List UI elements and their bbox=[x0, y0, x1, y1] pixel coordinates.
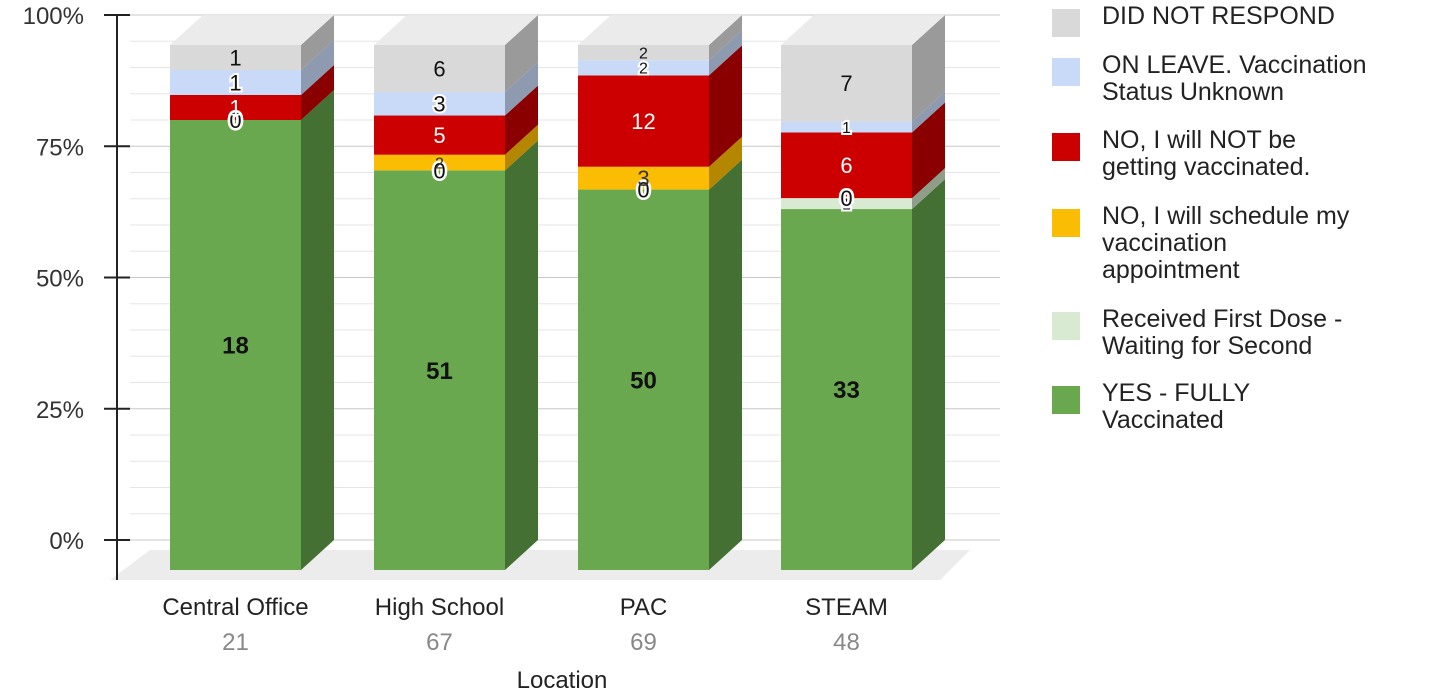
data-label: 7 bbox=[840, 71, 852, 96]
legend-swatch bbox=[1052, 9, 1080, 37]
x-category-label: High School bbox=[375, 594, 504, 621]
bar-segment-side bbox=[709, 45, 742, 167]
bar-segment-side bbox=[912, 91, 945, 133]
bar-segment-side bbox=[505, 62, 538, 116]
plot-floor bbox=[110, 550, 970, 580]
y-tick-label: 75% bbox=[36, 134, 84, 161]
x-axis-title: Location bbox=[517, 667, 608, 694]
data-label: 2 bbox=[639, 61, 648, 78]
data-label: 0 bbox=[637, 177, 649, 202]
bar-segment-side bbox=[912, 179, 945, 570]
bar-top-face bbox=[578, 15, 742, 45]
bar-stack: 50 03 12 22 bbox=[578, 15, 742, 570]
data-label: 12 bbox=[631, 109, 655, 134]
bar-segment-side bbox=[301, 90, 334, 570]
x-category-label: Central Office bbox=[162, 594, 308, 621]
legend-swatch bbox=[1052, 209, 1080, 237]
data-label: 1 bbox=[229, 45, 241, 70]
bar-segment-side bbox=[505, 124, 538, 171]
data-label: 51 bbox=[426, 358, 453, 385]
bar-segment-side bbox=[912, 102, 945, 199]
bar-segment-side bbox=[912, 168, 945, 210]
legend-swatch bbox=[1052, 312, 1080, 340]
data-label: 1 bbox=[229, 95, 241, 120]
x-category-total: 48 bbox=[833, 629, 860, 656]
bar-segment-side bbox=[505, 15, 538, 93]
x-category-label: STEAM bbox=[805, 594, 888, 621]
data-label: 1 bbox=[842, 120, 851, 137]
bar-segment bbox=[578, 166, 709, 190]
legend-label: Received First Dose - Waiting for Second bbox=[1102, 305, 1343, 360]
bar-segment bbox=[170, 45, 301, 70]
data-label: 3 bbox=[433, 92, 445, 117]
bar-segment bbox=[578, 189, 709, 570]
bar-stack: 51 02 5 3 6 bbox=[374, 15, 538, 570]
bar-segment-side bbox=[709, 136, 742, 190]
data-label: 0 bbox=[229, 108, 241, 133]
data-label: 0 bbox=[840, 186, 852, 211]
data-label: 3 bbox=[637, 166, 649, 191]
bar-segment bbox=[170, 120, 301, 570]
y-tick-label: 25% bbox=[36, 397, 84, 424]
bar-segment bbox=[781, 198, 912, 210]
bar-segment bbox=[374, 154, 505, 171]
legend-label: DID NOT RESPOND bbox=[1102, 2, 1335, 30]
data-label: 2 bbox=[639, 45, 648, 62]
bar-top-face bbox=[170, 15, 334, 45]
legend-label: NO, I will schedule my vaccination appoi… bbox=[1102, 202, 1350, 284]
bar-top-face bbox=[781, 15, 945, 45]
bar-segment bbox=[578, 45, 709, 61]
y-tick-label: 0% bbox=[49, 528, 84, 555]
legend-swatch bbox=[1052, 133, 1080, 161]
y-tick-label: 50% bbox=[36, 266, 84, 293]
bar-segment bbox=[170, 70, 301, 95]
data-label: 0 bbox=[229, 108, 241, 133]
legend-label: NO, I will NOT be getting vaccinated. bbox=[1102, 126, 1311, 181]
bar-segment bbox=[781, 209, 912, 570]
x-category-total: 67 bbox=[426, 629, 453, 656]
bar-segment bbox=[170, 95, 301, 120]
legend-label: ON LEAVE. Vaccination Status Unknown bbox=[1102, 51, 1367, 106]
data-label: 2 bbox=[435, 155, 444, 172]
legend-swatch bbox=[1052, 386, 1080, 414]
bar-segment bbox=[781, 45, 912, 122]
data-label: 6 bbox=[840, 153, 852, 178]
bar-segment bbox=[374, 45, 505, 93]
data-label: 18 bbox=[222, 333, 249, 360]
legend-swatch bbox=[1052, 58, 1080, 86]
data-label: 6 bbox=[433, 56, 445, 81]
legend-label: YES - FULLY Vaccinated bbox=[1102, 379, 1251, 434]
bar-segment-side bbox=[709, 30, 742, 76]
bar-segment bbox=[781, 121, 912, 133]
bar-segment-side bbox=[505, 85, 538, 155]
bar-segment-side bbox=[301, 40, 334, 95]
bar-segment-side bbox=[709, 159, 742, 570]
bar-segment-side bbox=[912, 15, 945, 122]
y-tick-label: 100% bbox=[23, 3, 84, 30]
bar-segment bbox=[374, 170, 505, 570]
data-label: 1 bbox=[229, 70, 241, 95]
data-label: 1 bbox=[842, 196, 851, 213]
bar-segment bbox=[578, 75, 709, 167]
data-label: 5 bbox=[433, 123, 445, 148]
x-category-total: 21 bbox=[222, 629, 249, 656]
data-label: 50 bbox=[630, 367, 657, 394]
bar-top-face bbox=[374, 15, 538, 45]
data-label: 0 bbox=[433, 158, 445, 183]
x-category-total: 69 bbox=[630, 629, 657, 656]
bar-segment bbox=[781, 132, 912, 199]
bar-segment-side bbox=[301, 65, 334, 120]
data-label: 33 bbox=[833, 377, 860, 404]
bar-segment bbox=[374, 115, 505, 155]
x-category-label: PAC bbox=[620, 594, 668, 621]
bar-segment-side bbox=[505, 140, 538, 570]
bar-segment-side bbox=[709, 15, 742, 61]
bar-segment-side bbox=[301, 15, 334, 70]
bar-segment bbox=[578, 60, 709, 76]
bar-segment bbox=[374, 92, 505, 116]
